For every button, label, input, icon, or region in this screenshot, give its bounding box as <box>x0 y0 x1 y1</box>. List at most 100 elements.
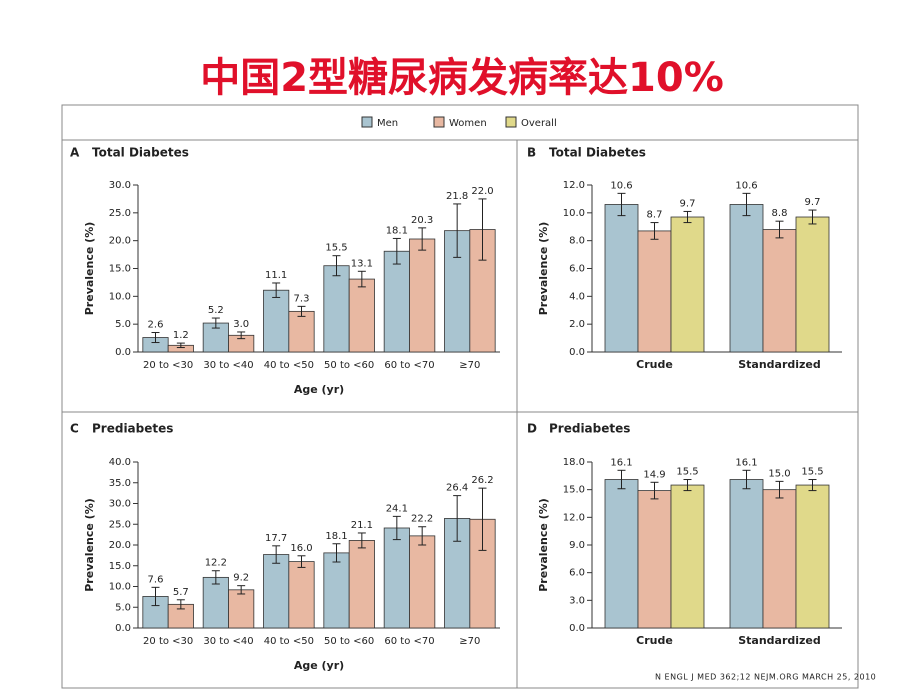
value-label: 18.1 <box>325 531 347 542</box>
error-bar <box>151 332 160 344</box>
x-tick-label: 40 to <50 <box>264 636 314 647</box>
value-label: 21.1 <box>351 520 373 531</box>
error-bar <box>151 586 160 607</box>
value-label: 21.8 <box>446 191 468 202</box>
error-bar <box>453 203 462 258</box>
bar <box>348 278 375 353</box>
bar <box>729 204 764 353</box>
y-tick-label: 20.0 <box>109 540 131 551</box>
y-tick-label: 0.0 <box>569 623 585 634</box>
value-label: 7.6 <box>148 574 164 585</box>
error-bar <box>742 192 751 217</box>
value-label: 7.3 <box>294 293 310 304</box>
error-bar <box>297 305 306 317</box>
footer: N ENGL J MED 362;12 NEJM.ORG MARCH 25, 2… <box>655 673 876 682</box>
error-bar <box>237 331 246 340</box>
x-axis-label: Age (yr) <box>294 659 344 672</box>
error-bar <box>478 487 487 551</box>
y-tick-label: 35.0 <box>109 478 131 489</box>
error-bar <box>650 481 659 500</box>
x-tick-label: Crude <box>636 634 673 647</box>
x-tick-label: 40 to <50 <box>264 360 314 371</box>
x-tick-label: Standardized <box>738 634 821 647</box>
x-tick-label: 50 to <60 <box>324 636 374 647</box>
error-bar <box>478 198 487 261</box>
error-bar <box>237 585 246 595</box>
bar <box>637 490 672 629</box>
y-tick-label: 6.0 <box>569 568 585 579</box>
y-tick-label: 10.0 <box>109 291 131 302</box>
value-label: 22.2 <box>411 514 433 525</box>
y-tick-label: 2.0 <box>569 319 585 330</box>
slide-title: 中国2型糖尿病发病率达10% <box>200 55 724 101</box>
value-label: 11.1 <box>265 270 287 281</box>
value-label: 15.5 <box>801 467 823 478</box>
y-axis-label: Prevalence (%) <box>83 222 96 316</box>
x-tick-label: 30 to <40 <box>203 360 253 371</box>
value-label: 8.7 <box>647 210 663 221</box>
error-bar <box>176 599 185 610</box>
bar <box>762 229 797 353</box>
value-label: 5.7 <box>173 587 189 598</box>
y-tick-label: 10.0 <box>563 208 585 219</box>
value-label: 15.5 <box>325 243 347 254</box>
error-bar <box>297 555 306 568</box>
value-label: 10.6 <box>610 180 632 191</box>
bar <box>263 554 290 629</box>
y-tick-label: 0.0 <box>115 347 131 358</box>
error-bar <box>392 237 401 265</box>
y-tick-label: 9.0 <box>569 540 585 551</box>
panel-title: Total Diabetes <box>92 146 189 160</box>
error-bar <box>357 532 366 549</box>
value-label: 26.2 <box>471 475 493 486</box>
value-label: 9.7 <box>680 198 696 209</box>
legend-swatch <box>505 116 517 128</box>
bar <box>729 479 764 629</box>
bar <box>323 552 350 629</box>
y-tick-label: 15.0 <box>109 561 131 572</box>
value-label: 1.2 <box>173 330 189 341</box>
bar <box>795 216 830 353</box>
error-bar <box>775 480 784 499</box>
bar <box>604 204 639 353</box>
bar <box>323 265 350 353</box>
y-tick-label: 5.0 <box>115 319 131 330</box>
y-tick-label: 20.0 <box>109 236 131 247</box>
error-bar <box>453 495 462 542</box>
bar <box>409 238 436 353</box>
panel-title: Prediabetes <box>92 422 173 436</box>
y-tick-label: 18.0 <box>563 457 585 468</box>
value-label: 9.7 <box>805 197 821 208</box>
legend-label: Women <box>449 118 487 129</box>
panel-title: Total Diabetes <box>549 146 646 160</box>
y-tick-label: 25.0 <box>109 519 131 530</box>
bar <box>348 540 375 629</box>
y-tick-label: 3.0 <box>569 595 585 606</box>
y-tick-label: 0.0 <box>115 623 131 634</box>
error-bar <box>272 282 281 298</box>
panel-letter: C <box>70 422 79 436</box>
bar <box>762 489 797 629</box>
bar <box>288 310 315 353</box>
y-tick-label: 8.0 <box>569 236 585 247</box>
panel-title: Prediabetes <box>549 422 630 436</box>
y-tick-label: 5.0 <box>115 602 131 613</box>
bar <box>202 576 229 629</box>
value-label: 16.1 <box>610 457 632 468</box>
error-bar <box>650 222 659 240</box>
value-label: 20.3 <box>411 215 433 226</box>
bar <box>228 589 255 629</box>
error-bar <box>418 227 427 251</box>
value-label: 24.1 <box>386 503 408 514</box>
legend-label: Overall <box>521 118 557 129</box>
value-label: 16.0 <box>290 543 312 554</box>
value-label: 16.1 <box>735 457 757 468</box>
error-bar <box>211 570 220 585</box>
bar <box>263 289 290 353</box>
y-tick-label: 40.0 <box>109 457 131 468</box>
value-label: 13.1 <box>351 258 373 269</box>
y-tick-label: 10.0 <box>109 582 131 593</box>
panel-letter: A <box>70 146 80 160</box>
y-tick-label: 25.0 <box>109 208 131 219</box>
